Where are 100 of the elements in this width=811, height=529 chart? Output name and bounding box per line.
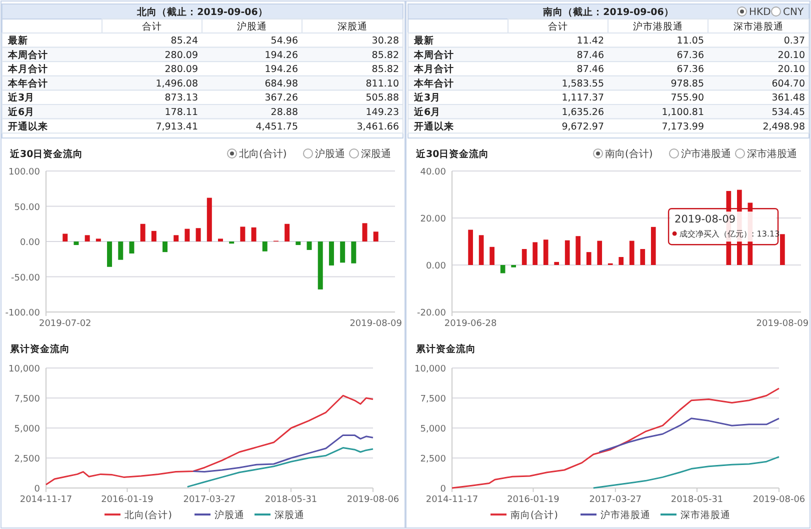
bar bbox=[184, 228, 190, 242]
text: 85.82 bbox=[372, 50, 399, 61]
text: 30.28 bbox=[372, 36, 399, 46]
bar bbox=[328, 242, 334, 266]
bar bbox=[218, 238, 223, 242]
bar bbox=[84, 235, 90, 242]
x-tick-label: 2019-06-28 bbox=[444, 319, 497, 329]
bar bbox=[151, 230, 156, 242]
bar bbox=[576, 236, 581, 265]
y-tick-label: -100.00 bbox=[5, 308, 40, 318]
text: 280.09 bbox=[164, 64, 198, 76]
bar bbox=[107, 242, 112, 267]
bar bbox=[162, 242, 168, 252]
text: 684.98 bbox=[264, 78, 298, 90]
category-label: 本月合计 bbox=[8, 64, 48, 76]
x-tick-label: 2019-08-09 bbox=[350, 319, 402, 329]
text: 361.48 bbox=[772, 92, 805, 104]
bar bbox=[554, 262, 560, 265]
legend-label: 深股通 bbox=[274, 509, 304, 521]
bar bbox=[650, 226, 656, 265]
y-tick-label: 0.00 bbox=[20, 238, 40, 248]
category-label: 近3月 bbox=[414, 92, 441, 104]
text: 20.10 bbox=[778, 64, 805, 76]
y-tick-label: 100.00 bbox=[8, 168, 40, 178]
bar bbox=[640, 249, 646, 265]
chart-title: 累计资金流向 bbox=[9, 343, 70, 355]
x-tick-label: 2014-11-17 bbox=[20, 495, 72, 505]
bar bbox=[543, 240, 548, 265]
y-tick-label: 0 bbox=[34, 484, 40, 494]
y-tick-label: 0 bbox=[440, 484, 446, 494]
category-label: 本年合计 bbox=[414, 78, 454, 90]
text: 534.45 bbox=[772, 107, 805, 118]
y-tick-label: 5,000 bbox=[14, 424, 40, 434]
bar bbox=[340, 242, 346, 263]
bar bbox=[490, 246, 494, 265]
text: 7,913.41 bbox=[156, 121, 198, 132]
x-tick-label: 2019-08-09 bbox=[756, 319, 809, 329]
bar bbox=[532, 242, 538, 265]
category-label: 深股通 bbox=[338, 20, 368, 32]
y-tick-label: 40.00 bbox=[420, 168, 446, 178]
text: 54.96 bbox=[270, 36, 298, 46]
bar bbox=[478, 235, 484, 265]
y-tick-label: -20.00 bbox=[416, 308, 446, 318]
category-label: 最新 bbox=[8, 36, 28, 46]
text: 85.82 bbox=[372, 64, 399, 76]
text: 1,635.26 bbox=[562, 107, 604, 118]
bar bbox=[118, 242, 124, 260]
line-series bbox=[598, 418, 780, 453]
category-label: 合计 bbox=[548, 20, 568, 32]
text: 1,583.55 bbox=[562, 78, 604, 90]
y-tick-label: 5,000 bbox=[420, 424, 446, 434]
x-tick-label: 2018-05-31 bbox=[670, 495, 724, 505]
text: 367.26 bbox=[264, 92, 298, 104]
bar bbox=[564, 240, 570, 265]
y-tick-label: 0.00 bbox=[426, 262, 446, 272]
category-label: 开通以来 bbox=[414, 121, 454, 132]
y-tick-label: 10,000 bbox=[414, 364, 446, 374]
text: 20.10 bbox=[778, 50, 805, 61]
bar bbox=[629, 240, 634, 265]
text: 194.26 bbox=[264, 50, 298, 61]
bar bbox=[96, 238, 101, 242]
bar bbox=[284, 224, 290, 242]
bar bbox=[522, 249, 527, 265]
legend-label: 南向(合计) bbox=[510, 509, 558, 521]
bar bbox=[240, 226, 246, 242]
text: 深市港股通 bbox=[747, 148, 797, 160]
text: 28.88 bbox=[270, 107, 298, 118]
category-label: 本月合计 bbox=[414, 64, 454, 76]
bar bbox=[296, 242, 301, 246]
text: 87.46 bbox=[576, 50, 604, 61]
category-label: 深市港股通 bbox=[734, 20, 784, 32]
x-tick-label: 2018-05-31 bbox=[264, 495, 318, 505]
bar bbox=[597, 240, 602, 265]
text: 南向(合计) bbox=[605, 148, 653, 160]
x-tick-label: 2014-11-17 bbox=[426, 495, 478, 505]
text: 9,672.97 bbox=[562, 121, 604, 132]
text: HKD bbox=[749, 7, 772, 18]
bar bbox=[468, 230, 473, 265]
bar bbox=[351, 242, 356, 264]
bar bbox=[262, 242, 268, 252]
bar bbox=[74, 242, 79, 246]
text: 604.70 bbox=[772, 78, 805, 90]
category-label: 最新 bbox=[414, 36, 434, 46]
bar bbox=[196, 228, 201, 242]
text: 149.23 bbox=[366, 107, 399, 118]
text: 11.05 bbox=[676, 36, 704, 46]
y-tick-label: 10,000 bbox=[8, 364, 40, 374]
category-label: 近6月 bbox=[414, 107, 441, 118]
category-label: 沪市港股通 bbox=[633, 20, 683, 32]
category-label: 合计 bbox=[142, 20, 162, 32]
y-tick-label: 7,500 bbox=[14, 394, 40, 404]
text: 1,117.37 bbox=[562, 92, 604, 104]
bar bbox=[362, 223, 368, 242]
category-label: 本周合计 bbox=[8, 50, 48, 61]
text: 178.11 bbox=[164, 107, 198, 118]
text: 北向(合计) bbox=[239, 148, 287, 160]
text: CNY bbox=[783, 7, 804, 18]
line-series bbox=[592, 456, 780, 489]
text: 755.90 bbox=[670, 92, 704, 104]
text: 南向（截止：2019-09-06） bbox=[542, 6, 674, 18]
